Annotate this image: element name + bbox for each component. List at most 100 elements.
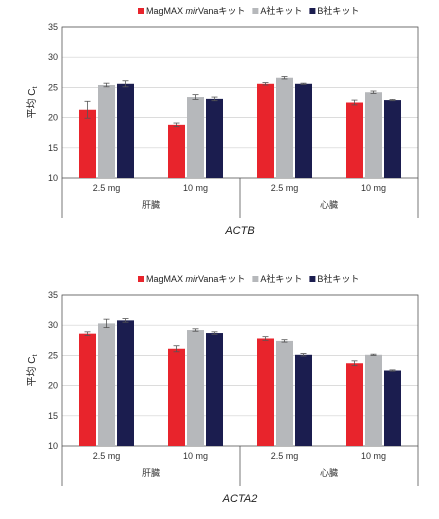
y-tick-label: 30 <box>48 52 58 62</box>
error-bar <box>351 360 358 367</box>
bar <box>98 84 115 178</box>
bar <box>117 320 134 446</box>
series-company-b <box>117 80 401 178</box>
error-bar <box>192 94 199 100</box>
error-bar <box>300 82 307 85</box>
y-tick-label: 35 <box>48 22 58 32</box>
bar <box>168 124 185 178</box>
chart-actb: MagMAX mirVanaキット A社キット B社キット 10 15 20 25 30 35 平… <box>0 0 439 250</box>
bar <box>79 109 96 178</box>
x-category-label: 2.5 mg <box>93 451 121 461</box>
error-bar <box>173 345 180 353</box>
chart-acta2-svg: MagMAX mirVanaキット A社キット B社キット 10 15 20 25 30 35 平… <box>26 273 419 505</box>
error-bar <box>211 331 218 335</box>
legend: MagMAX mirVanaキット A社キット B社キット <box>138 5 359 16</box>
error-bar <box>192 328 199 332</box>
x-category-label: 10 mg <box>361 451 386 461</box>
bar <box>365 92 382 178</box>
plot-frame <box>61 26 419 179</box>
bar <box>117 83 134 178</box>
y-tick-label: 25 <box>48 350 58 360</box>
error-bar <box>389 369 396 372</box>
y-tick-label: 20 <box>48 113 58 123</box>
legend-swatch-magmax <box>138 8 144 14</box>
error-bar <box>281 76 288 80</box>
bar <box>98 323 115 446</box>
bar <box>276 340 293 446</box>
plot-frame <box>61 294 419 447</box>
series-company-a <box>98 318 382 446</box>
error-bar <box>351 99 358 106</box>
error-bar <box>281 339 288 343</box>
y-tick-label: 35 <box>48 290 58 300</box>
y-axis-label: 平均 Ct <box>26 86 39 118</box>
error-bar <box>370 353 377 356</box>
gridlines <box>62 294 418 417</box>
gridlines <box>62 26 418 149</box>
legend-swatch-company-b <box>309 276 316 282</box>
legend-label-company-a: A社キット <box>260 273 302 284</box>
error-bar <box>389 99 396 102</box>
chart-acta2: MagMAX mirVanaキット A社キット B社キット 10 15 20 25 30 35 平… <box>0 268 439 519</box>
x-group-label: 肝臓 <box>142 468 160 478</box>
x-category-label: 2.5 mg <box>271 183 299 193</box>
x-category-label: 10 mg <box>361 183 386 193</box>
y-tick-label: 25 <box>48 82 58 92</box>
y-tick-label: 30 <box>48 320 58 330</box>
error-bar <box>300 353 307 357</box>
series-company-b <box>117 318 401 446</box>
bar <box>276 77 293 178</box>
y-tick-label: 10 <box>48 173 58 183</box>
bar <box>257 83 274 178</box>
y-axis-label: 平均 Ct <box>26 354 39 386</box>
bar <box>365 354 382 446</box>
x-category-label: 2.5 mg <box>93 183 121 193</box>
bar <box>79 333 96 446</box>
bar <box>295 354 312 446</box>
legend-label-company-a: A社キット <box>260 5 302 16</box>
legend-label-company-b: B社キット <box>317 273 359 284</box>
bar <box>187 97 204 178</box>
series-magmax <box>79 82 363 178</box>
x-category-label: 2.5 mg <box>271 451 299 461</box>
series-magmax <box>79 331 363 446</box>
error-bar <box>122 80 129 88</box>
error-bar <box>122 318 129 323</box>
legend: MagMAX mirVanaキット A社キット B社キット <box>138 273 359 284</box>
y-tick-label: 10 <box>48 441 58 451</box>
series-company-a <box>98 76 382 178</box>
bar <box>384 370 401 446</box>
bar <box>206 333 223 446</box>
error-bar <box>262 82 269 86</box>
error-bar <box>173 122 180 128</box>
legend-swatch-company-b <box>309 8 316 14</box>
bar <box>257 338 274 446</box>
legend-label-magmax: MagMAX mirVanaキット <box>146 6 245 16</box>
error-bar <box>370 90 377 94</box>
bar <box>346 363 363 446</box>
legend-swatch-company-a <box>252 276 259 282</box>
bar <box>206 98 223 178</box>
bar <box>295 83 312 178</box>
error-bar <box>84 100 91 119</box>
x-group-label: 肝臓 <box>142 200 160 210</box>
chart-title: ACTA2 <box>222 493 258 505</box>
legend-label-magmax: MagMAX mirVanaキット <box>146 274 245 284</box>
chart-title: ACTB <box>224 225 254 237</box>
bar <box>187 330 204 446</box>
bar <box>384 100 401 178</box>
x-group-label: 心臓 <box>320 468 338 478</box>
x-group-label: 心臓 <box>320 200 338 210</box>
error-bar <box>103 82 110 88</box>
bar <box>168 348 185 446</box>
y-tick-label: 15 <box>48 411 58 421</box>
error-bar <box>103 318 110 329</box>
bar <box>346 102 363 178</box>
legend-label-company-b: B社キット <box>317 5 359 16</box>
x-category-label: 10 mg <box>183 451 208 461</box>
error-bar <box>262 336 269 341</box>
legend-swatch-company-a <box>252 8 259 14</box>
legend-swatch-magmax <box>138 276 144 282</box>
chart-actb-svg: MagMAX mirVanaキット A社キット B社キット 10 15 20 25 30 35 平… <box>26 5 419 237</box>
error-bar <box>211 96 218 102</box>
